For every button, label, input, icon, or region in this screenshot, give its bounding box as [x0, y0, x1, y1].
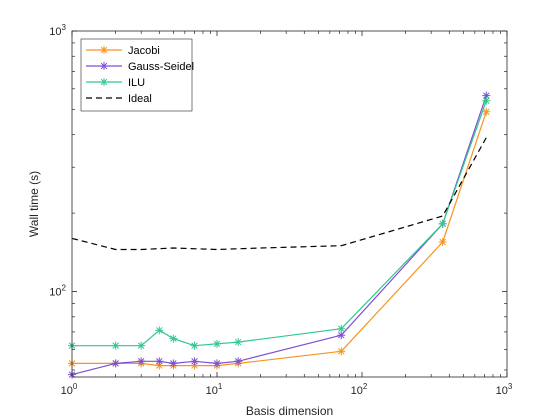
data-point-ilu — [155, 326, 164, 335]
data-point-ilu — [482, 96, 491, 105]
x-tick-label: 103 — [496, 382, 513, 397]
legend-marker-gauss-seidel — [100, 62, 108, 70]
data-point-gauss-seidel — [111, 359, 120, 368]
legend-box — [80, 38, 193, 112]
data-point-gauss-seidel — [169, 359, 178, 368]
data-point-gauss-seidel — [190, 357, 199, 366]
legend-marker-jacobi — [100, 46, 108, 54]
data-point-ilu — [169, 334, 178, 343]
series-line-ideal — [71, 137, 487, 251]
y-axis-title: Wall time (s) — [27, 171, 41, 237]
y-tick-label: 103 — [49, 23, 66, 38]
data-point-gauss-seidel — [213, 359, 221, 368]
data-point-ilu — [213, 339, 221, 348]
data-point-gauss-seidel — [137, 357, 146, 366]
data-point-jacobi — [337, 347, 346, 356]
data-point-ilu — [337, 324, 346, 333]
data-point-ilu — [190, 341, 199, 350]
plot-frame — [71, 30, 508, 378]
x-tick-label: 102 — [351, 382, 368, 397]
tick-layer: 100 101 102 103 102 103 — [49, 23, 513, 397]
x-axis-title: Basis dimension — [246, 404, 333, 418]
x-tick-label: 100 — [61, 382, 78, 397]
legend-label-ilu: ILU — [128, 77, 145, 89]
data-point-ilu — [234, 338, 243, 347]
data-point-gauss-seidel — [234, 357, 243, 366]
legend: Jacobi Gauss-Seidel ILU Ideal — [80, 38, 194, 112]
y-tick-label: 102 — [49, 284, 66, 299]
data-point-jacobi — [482, 107, 491, 116]
data-point-ilu — [137, 341, 146, 350]
data-point-jacobi — [438, 237, 447, 246]
legend-label-gauss-seidel: Gauss-Seidel — [128, 61, 194, 73]
x-tick-label: 101 — [206, 382, 223, 397]
data-point-ilu — [438, 219, 447, 228]
data-point-gauss-seidel — [155, 357, 164, 366]
data-point-ilu — [111, 341, 120, 350]
legend-label-ideal: Ideal — [128, 93, 152, 105]
legend-label-jacobi: Jacobi — [128, 45, 160, 57]
legend-marker-ilu — [100, 78, 108, 86]
series-layer — [68, 91, 491, 379]
